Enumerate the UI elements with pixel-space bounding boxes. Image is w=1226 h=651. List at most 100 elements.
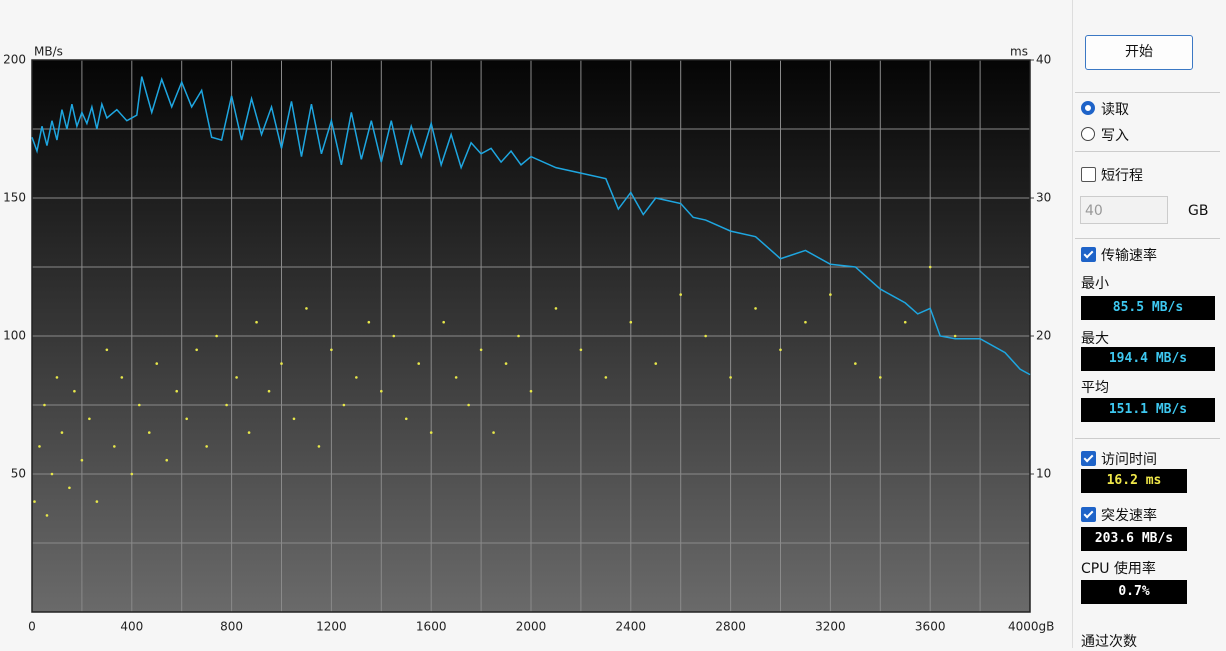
access-point: [235, 376, 238, 379]
access-point: [105, 348, 109, 352]
avg-label: 平均: [1081, 380, 1109, 396]
access-point: [417, 362, 421, 365]
write-radio[interactable]: [1081, 127, 1095, 141]
x-tick-label: 2400: [616, 620, 647, 634]
access-point: [130, 472, 134, 476]
plot-frame: [31, 59, 1031, 613]
start-button[interactable]: 开始: [1085, 35, 1193, 70]
x-tick-label: 800: [220, 620, 243, 634]
access-point: [68, 486, 71, 490]
access-point: [155, 362, 159, 365]
panel-border: [1072, 0, 1073, 648]
short-stroke-checkbox[interactable]: [1081, 167, 1096, 182]
access-point: [267, 389, 271, 393]
access-time-label: 访问时间: [1101, 452, 1157, 468]
access-point: [467, 403, 470, 407]
y-tick-label: 100: [3, 329, 26, 343]
min-label: 最小: [1081, 276, 1109, 292]
access-point: [60, 431, 64, 434]
access-point: [367, 320, 371, 324]
chart: MB/s ms 0 400 800 1200 1600 2000 2400 2800 3200 3…: [3, 45, 1054, 634]
separator: [1075, 92, 1220, 93]
passes-label: 通过次数: [1081, 634, 1137, 650]
write-label: 写入: [1101, 128, 1129, 144]
x-tick-label: 0: [28, 620, 36, 634]
max-value: 194.4 MB/s: [1081, 347, 1215, 371]
read-radio[interactable]: [1081, 101, 1095, 115]
x-tick-label: 1200: [316, 620, 347, 634]
cpu-value: 0.7%: [1081, 580, 1187, 604]
access-point: [225, 403, 228, 407]
x-tick-label: 4000gB: [1008, 620, 1054, 634]
cpu-label: CPU 使用率: [1081, 561, 1156, 577]
access-point: [305, 307, 308, 310]
y-tick-label: 200: [3, 53, 26, 67]
access-point: [45, 514, 49, 517]
transfer-rate-label: 传输速率: [1101, 248, 1157, 264]
access-point: [454, 376, 458, 379]
access-point: [504, 362, 508, 365]
access-point: [629, 320, 633, 324]
stroke-unit: GB: [1188, 203, 1209, 219]
access-point: [73, 389, 76, 393]
access-value: 16.2 ms: [1081, 469, 1187, 493]
separator: [1075, 151, 1220, 152]
x-tick-label: 1600: [416, 620, 447, 634]
access-point: [205, 445, 208, 448]
stroke-input[interactable]: 40: [1080, 196, 1168, 224]
burst-rate-checkbox[interactable]: [1081, 507, 1096, 522]
separator: [1075, 438, 1220, 439]
max-label: 最大: [1081, 331, 1109, 347]
access-point: [175, 389, 179, 393]
y2-tick-label: 20: [1036, 329, 1051, 343]
access-point: [492, 431, 495, 434]
y2-tick-label: 10: [1036, 467, 1051, 481]
access-point: [80, 458, 84, 462]
x-tick-label: 2000: [516, 620, 547, 634]
access-point: [604, 376, 608, 379]
access-point: [185, 417, 188, 421]
access-point: [55, 376, 59, 379]
access-point: [215, 334, 218, 338]
access-point: [317, 445, 321, 448]
access-point: [779, 348, 782, 352]
access-point: [928, 265, 932, 269]
access-point: [529, 389, 533, 393]
access-point: [330, 348, 333, 352]
access-point: [33, 500, 36, 503]
access-point: [429, 431, 433, 434]
access-point: [247, 431, 251, 434]
avg-value: 151.1 MB/s: [1081, 398, 1215, 422]
access-point: [953, 334, 957, 338]
transfer-rate-checkbox[interactable]: [1081, 247, 1096, 262]
access-point: [479, 348, 483, 352]
y-unit: MB/s: [34, 45, 63, 59]
access-point: [120, 376, 124, 379]
access-point: [729, 376, 732, 379]
access-point: [147, 431, 151, 434]
access-point: [679, 293, 682, 296]
access-point: [704, 334, 707, 338]
read-label: 读取: [1101, 102, 1129, 118]
access-point: [804, 320, 807, 324]
access-point: [579, 348, 583, 352]
y-tick-label: 150: [3, 191, 26, 205]
access-point: [292, 417, 296, 421]
y2-unit: ms: [1010, 45, 1028, 59]
access-point: [255, 320, 258, 324]
transfer-line: [31, 76, 1031, 376]
access-point: [280, 362, 283, 365]
access-point: [554, 307, 558, 310]
access-point: [95, 500, 99, 503]
access-point: [165, 458, 169, 462]
x-tick-label: 3600: [915, 620, 946, 634]
access-point: [113, 445, 116, 448]
access-time-checkbox[interactable]: [1081, 451, 1096, 466]
access-point: [879, 376, 882, 379]
access-point: [404, 417, 408, 421]
y2-tick-label: 30: [1036, 191, 1051, 205]
x-tick-label: 400: [120, 620, 143, 634]
burst-value: 203.6 MB/s: [1081, 527, 1187, 551]
access-point: [854, 362, 857, 365]
